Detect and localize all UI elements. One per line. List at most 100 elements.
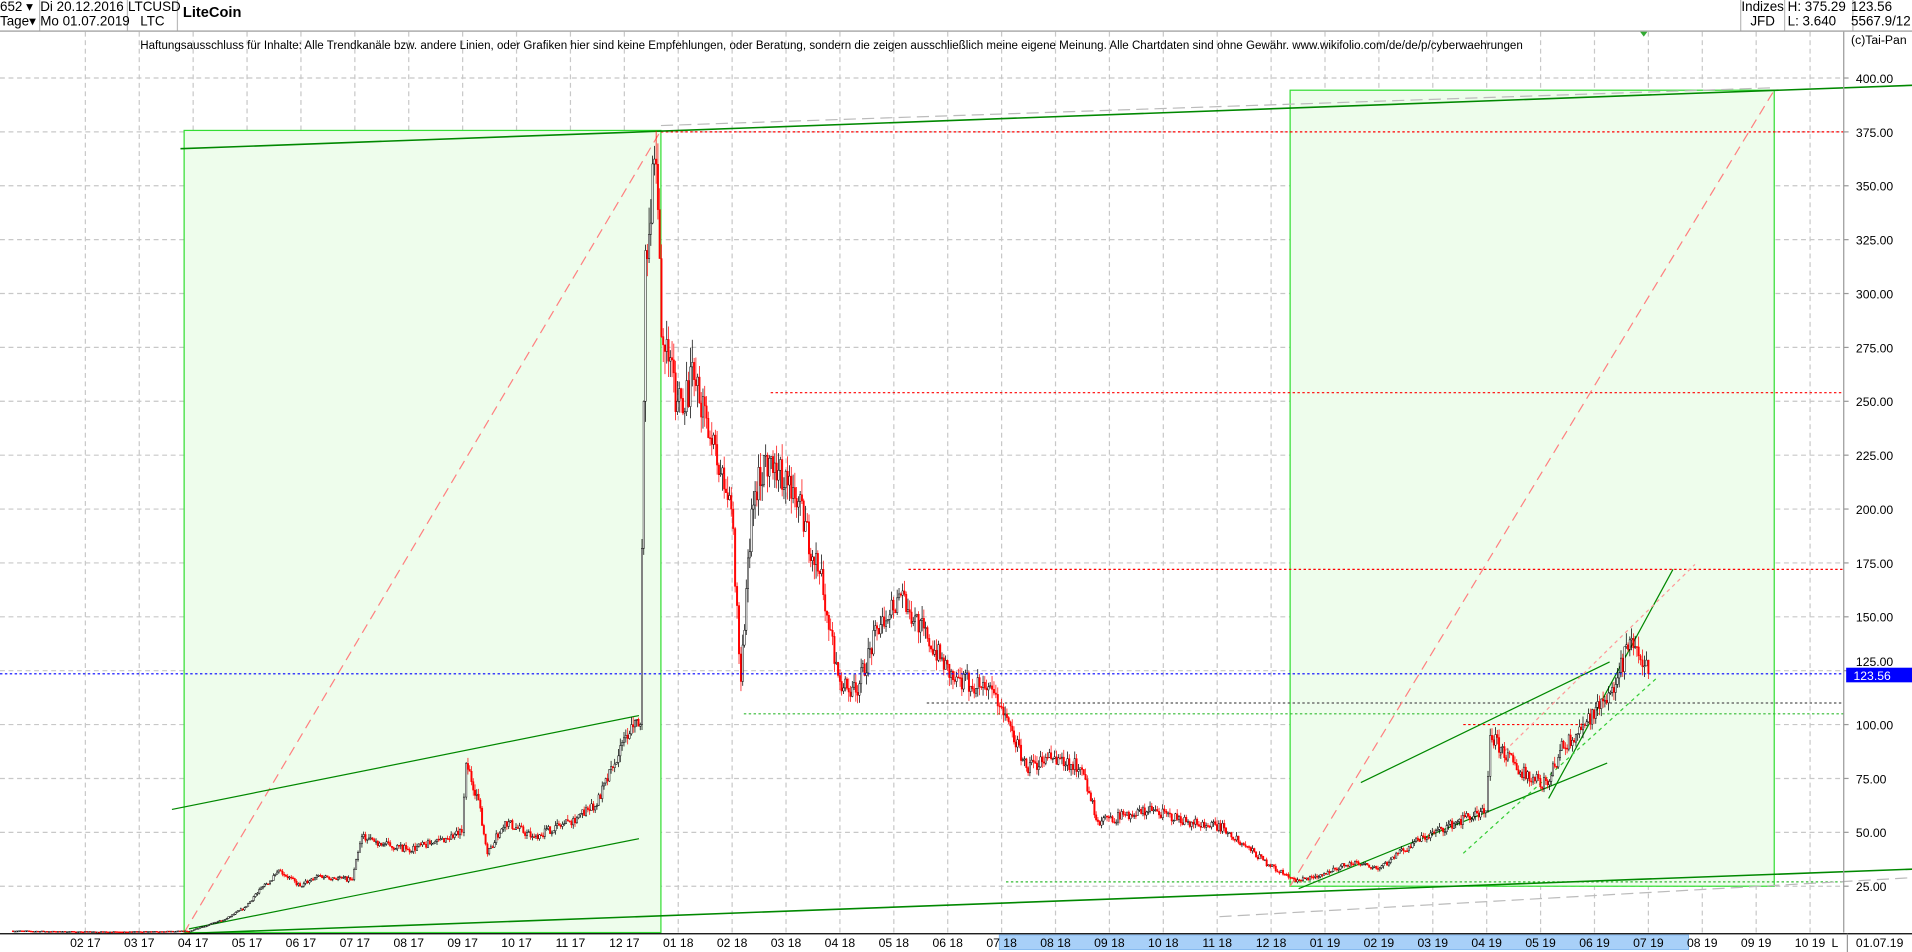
candle-body: [394, 848, 397, 851]
candle-body: [601, 785, 604, 799]
candle-body: [876, 625, 879, 629]
candle-body: [444, 838, 447, 843]
candle-body: [709, 437, 712, 439]
candle-body: [1034, 761, 1037, 764]
candle-body: [1355, 860, 1358, 863]
x-tick-label: 07 18: [986, 936, 1017, 950]
candle-body: [453, 834, 456, 838]
candle-body: [1517, 769, 1520, 775]
candle-body: [1361, 863, 1364, 866]
candle-body: [389, 842, 392, 847]
candle-body: [1470, 818, 1473, 821]
candle-body: [764, 454, 767, 457]
candle-body: [46, 931, 49, 933]
candle-body: [208, 924, 211, 926]
candle-body: [1630, 638, 1633, 641]
candle-body: [1064, 764, 1067, 767]
candle-body: [477, 793, 480, 801]
candle-body: [1178, 816, 1180, 820]
candle-body: [1321, 874, 1324, 876]
candle-body: [1317, 876, 1320, 878]
candle-body: [1607, 692, 1610, 704]
candle-body: [790, 475, 793, 499]
candle-body: [912, 621, 915, 624]
candle-body: [1557, 757, 1560, 768]
candle-body: [522, 826, 525, 833]
candle-body: [743, 629, 746, 646]
candle-body: [1066, 758, 1069, 766]
candle-body: [29, 930, 32, 933]
candle-body: [595, 805, 598, 807]
candle-body: [545, 828, 548, 831]
candle-body: [1043, 761, 1046, 764]
date-range[interactable]: Di 20.12.2016 Mo 01.07.2019: [40, 0, 130, 31]
candle-body: [1088, 791, 1091, 794]
date-to[interactable]: Mo 01.07.2019: [40, 14, 130, 30]
candle-body: [137, 931, 140, 933]
candle-body: [755, 491, 758, 501]
candle-body: [554, 825, 557, 831]
candle-body: [1021, 759, 1024, 762]
period-dropdown[interactable]: Tage▾: [0, 15, 39, 30]
candle-body: [838, 675, 841, 682]
candle-body: [1387, 862, 1390, 866]
candle-body: [125, 931, 128, 933]
candle-body: [1244, 844, 1247, 847]
candle-body: [1431, 831, 1434, 834]
candle-body: [1300, 879, 1303, 882]
period-selector[interactable]: 652 ▾ Tage▾: [0, 0, 41, 31]
candle-body: [739, 653, 742, 682]
candle-body: [368, 837, 370, 840]
candle-body: [883, 616, 886, 627]
candle-body: [1278, 871, 1281, 874]
candle-body: [39, 930, 41, 933]
candle-body: [795, 498, 798, 508]
candle-body: [98, 931, 101, 934]
candle-body: [611, 766, 614, 768]
candle-body: [1217, 823, 1220, 831]
candle-body: [1046, 757, 1049, 759]
y-tick-label: 400.00: [1856, 72, 1894, 86]
candle-body: [1276, 870, 1279, 873]
candle-body: [799, 494, 802, 502]
candle-body: [1005, 713, 1008, 718]
x-tick-label: 04 17: [178, 936, 209, 950]
candle-body: [1260, 854, 1263, 857]
candle-body: [1093, 800, 1096, 816]
scale-mode-toggle[interactable]: L: [1832, 936, 1839, 950]
count-dropdown[interactable]: 652 ▾: [0, 0, 39, 15]
candle-body: [1380, 865, 1383, 869]
candle-body: [161, 931, 164, 933]
candle-body: [1048, 752, 1051, 758]
candle-body: [820, 568, 823, 574]
candle-body: [513, 828, 516, 830]
candle-body: [1460, 818, 1463, 825]
candle-body: [434, 841, 437, 844]
candle-body: [353, 869, 356, 880]
candle-body: [667, 339, 670, 362]
candle-body: [495, 833, 498, 843]
candle-body: [1237, 835, 1240, 843]
candle-body: [905, 594, 908, 612]
candle-body: [1580, 726, 1583, 731]
candle-body: [1152, 809, 1155, 812]
candle-body: [1576, 733, 1579, 735]
candle-body: [1267, 864, 1270, 867]
group: Indizes: [1741, 0, 1784, 15]
candle-body: [955, 676, 958, 682]
candle-body: [236, 910, 239, 913]
candle-body: [827, 614, 830, 630]
candle-body: [306, 880, 309, 884]
candle-body: [489, 846, 492, 849]
candle-body: [1142, 807, 1144, 814]
candle-body: [716, 444, 719, 466]
candle-body: [1100, 820, 1103, 826]
candle-body: [110, 931, 113, 934]
candle-body: [1454, 821, 1457, 824]
candle-body: [1002, 707, 1005, 716]
candle-body: [1398, 849, 1401, 854]
candle-body: [340, 876, 343, 879]
date-from[interactable]: Di 20.12.2016: [40, 0, 124, 15]
x-tick-label: 05 19: [1525, 936, 1556, 950]
